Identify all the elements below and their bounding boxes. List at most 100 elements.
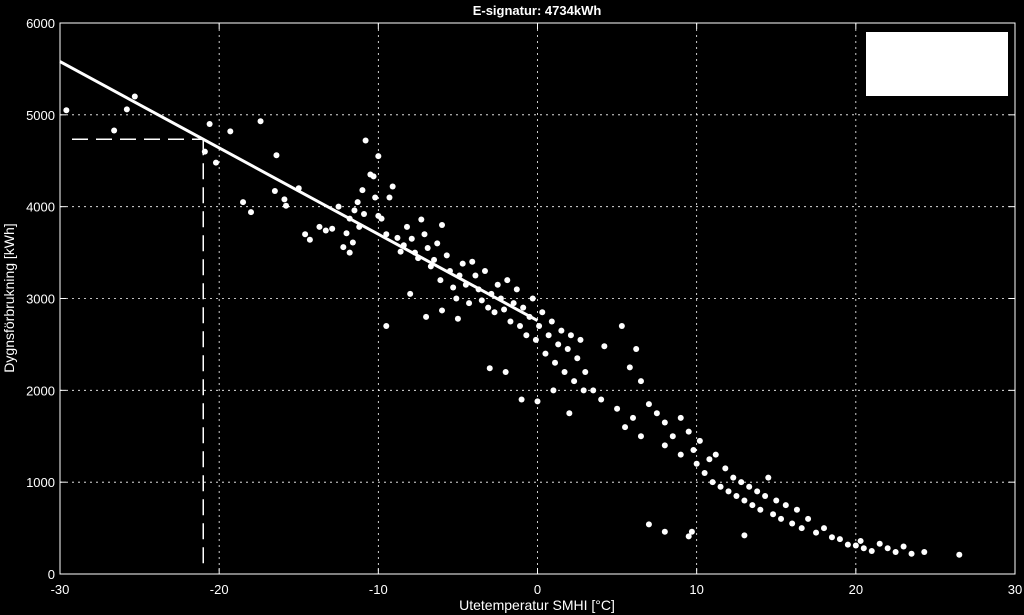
data-point (423, 313, 430, 320)
data-point (389, 183, 396, 190)
grid (59, 22, 1016, 575)
data-point (552, 359, 559, 366)
data-point (532, 336, 539, 343)
legend-box (866, 32, 1008, 96)
data-point (316, 223, 323, 230)
data-point (618, 323, 625, 330)
data-point (354, 199, 361, 206)
data-point (746, 483, 753, 490)
data-point (685, 533, 692, 540)
data-point (590, 387, 597, 394)
data-point (789, 520, 796, 527)
y-axis-label: Dygnsförbrukning [kWh] (1, 223, 17, 372)
data-point (351, 207, 358, 214)
data-point (283, 202, 290, 209)
data-point (459, 260, 466, 267)
data-point (762, 492, 769, 499)
data-point (782, 502, 789, 509)
x-tick-label: -20 (210, 582, 229, 597)
data-point (494, 281, 501, 288)
data-point (765, 474, 772, 481)
data-point (453, 295, 460, 302)
data-point (240, 199, 247, 206)
data-point (370, 173, 377, 180)
data-point (123, 106, 130, 113)
y-tick-label: 1000 (26, 475, 55, 490)
data-point (852, 542, 859, 549)
data-point (813, 529, 820, 536)
y-tick-label: 4000 (26, 200, 55, 215)
data-point (577, 336, 584, 343)
data-point (439, 222, 445, 229)
data-point (685, 428, 692, 435)
data-point (701, 469, 708, 476)
data-point (424, 244, 431, 251)
data-point (892, 548, 899, 555)
data-point (717, 483, 724, 490)
x-tick-label: -30 (51, 582, 70, 597)
data-point (653, 410, 660, 417)
data-point (706, 456, 713, 463)
data-point (536, 323, 543, 330)
data-point (273, 152, 280, 159)
data-point (900, 543, 907, 550)
data-point (421, 231, 428, 238)
data-point (335, 203, 342, 210)
data-point (529, 295, 536, 302)
data-point (507, 318, 514, 325)
data-point (212, 159, 219, 166)
data-point (485, 304, 492, 311)
data-point (598, 396, 605, 403)
data-point (510, 300, 517, 307)
data-point (378, 215, 385, 222)
data-point (397, 248, 404, 255)
data-point (857, 537, 864, 544)
data-point (439, 307, 445, 314)
data-point (908, 550, 915, 557)
data-point (770, 511, 777, 518)
data-point (518, 396, 525, 403)
data-point (669, 433, 676, 440)
data-point (738, 479, 745, 486)
data-point (418, 216, 425, 223)
data-point (626, 364, 633, 371)
data-point (501, 306, 508, 313)
data-point (661, 419, 668, 426)
data-point (523, 332, 530, 339)
data-point (614, 405, 621, 412)
data-point (661, 442, 668, 449)
data-point (580, 387, 587, 394)
data-point (793, 506, 800, 513)
data-point (486, 365, 493, 372)
data-point (516, 323, 523, 330)
data-point (725, 488, 732, 495)
data-point (645, 521, 652, 528)
x-tick-label: 10 (689, 582, 703, 597)
y-tick-label: 5000 (26, 108, 55, 123)
data-point (555, 341, 562, 348)
data-point (340, 244, 347, 251)
data-point (131, 93, 138, 100)
y-tick-label: 3000 (26, 292, 55, 307)
data-point (844, 541, 851, 548)
data-point (798, 525, 805, 532)
data-point (693, 460, 700, 467)
data-point (520, 304, 527, 311)
x-tick-label: -10 (369, 582, 388, 597)
data-point (677, 451, 684, 458)
data-point (637, 433, 644, 440)
data-point (481, 267, 488, 274)
data-point (836, 536, 843, 543)
data-point (921, 548, 928, 555)
data-point (227, 128, 234, 135)
data-point (437, 277, 444, 284)
data-point (749, 502, 756, 509)
data-point (513, 286, 520, 293)
data-point (550, 387, 557, 394)
data-point (450, 284, 457, 291)
data-point (454, 315, 461, 322)
data-point (394, 234, 401, 241)
data-point (63, 107, 70, 114)
data-point (478, 297, 485, 304)
data-point (343, 230, 350, 237)
